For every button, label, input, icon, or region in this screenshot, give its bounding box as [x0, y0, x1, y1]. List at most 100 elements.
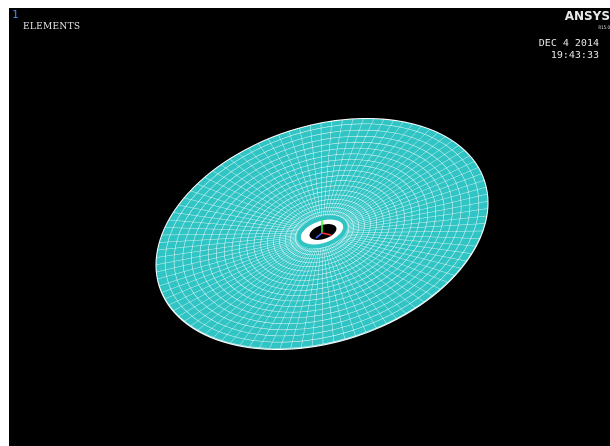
mesh-radial-line	[165, 239, 307, 300]
mesh-radial-line	[337, 166, 479, 227]
mesh-radial-line	[173, 240, 308, 311]
mesh-radial-line	[327, 242, 377, 329]
mesh-radial-line	[329, 241, 397, 319]
mesh-viewport[interactable]	[9, 8, 610, 446]
mesh-radial-line	[213, 243, 312, 338]
mesh-radial-line	[277, 133, 318, 224]
mesh-radial-line	[337, 233, 480, 239]
mesh-radial-line	[321, 244, 324, 345]
mesh-radial-line	[338, 208, 488, 231]
mesh-radial-line	[338, 215, 487, 232]
mesh-radial-line	[336, 234, 472, 254]
window-number: 1	[12, 8, 19, 21]
mesh-radial-line	[328, 241, 387, 324]
mesh-radial-line	[336, 149, 466, 225]
mesh-radial-line	[168, 239, 307, 306]
mesh-radial-line	[329, 120, 405, 222]
mesh-radial-line	[164, 227, 307, 233]
mesh-radial-line	[337, 160, 476, 227]
mesh-radial-line	[157, 237, 306, 280]
mesh-radial-line	[338, 230, 483, 234]
mesh-radial-line	[335, 236, 461, 269]
mesh-radial-line	[335, 144, 460, 225]
mesh-radial-line	[178, 241, 308, 317]
mesh-radial-line	[177, 204, 308, 231]
mesh-radial-line	[249, 244, 315, 347]
mesh-radial-line	[338, 186, 487, 229]
mesh-radial-line	[332, 239, 433, 296]
mesh-radial-line	[197, 242, 310, 331]
ansys-logo: ANSYS	[564, 9, 610, 23]
mesh-radial-line	[156, 236, 306, 273]
mesh-radial-line	[183, 197, 309, 230]
mesh-radial-line	[161, 232, 306, 236]
mesh-radial-line	[290, 244, 320, 349]
coordinate-triad-icon	[315, 220, 332, 239]
mesh-radial-line	[326, 117, 375, 222]
mesh-radial-line	[338, 193, 488, 230]
mesh-radial-line	[230, 243, 314, 344]
mesh-radial-line	[336, 155, 471, 226]
mesh-radial-line	[203, 176, 311, 228]
mesh-radial-line	[338, 179, 485, 228]
mesh-radial-line	[325, 243, 356, 336]
mesh-radial-line	[172, 212, 308, 232]
mesh-radial-line	[329, 119, 395, 222]
mesh-radial-line	[301, 244, 321, 348]
mesh-radial-line	[157, 234, 306, 251]
mesh-radial-line	[324, 243, 345, 340]
mesh-radial-line	[168, 219, 307, 232]
mesh-radial-line	[336, 235, 467, 262]
mesh-radial-line	[331, 125, 423, 223]
mesh-radial-line	[337, 234, 476, 247]
mesh-radial-line	[159, 238, 306, 287]
mesh-radial-line	[189, 190, 309, 230]
mesh-radial-line	[322, 243, 335, 342]
mesh-radial-line	[228, 158, 313, 226]
time-label: 19:43:33	[550, 50, 599, 61]
mesh-radial-line	[325, 117, 365, 222]
graphics-window[interactable]: 1 ELEMENTS ANSYS R15.0 DEC 4 2014 19:43:…	[9, 8, 610, 446]
mesh-radial-line	[247, 147, 315, 225]
mesh-radial-line	[184, 241, 309, 322]
mesh-radial-line	[259, 244, 316, 348]
mesh-radial-line	[333, 131, 439, 224]
mesh-radial-line	[196, 183, 310, 229]
mesh-radial-line	[205, 242, 311, 335]
mesh-radial-line	[309, 124, 322, 223]
mesh-radial-line	[334, 135, 447, 224]
mesh-radial-line	[211, 170, 312, 227]
mesh-radial-line	[288, 130, 319, 223]
mesh-radial-line	[335, 236, 455, 276]
mesh-radial-line	[267, 137, 317, 224]
mesh-radial-line	[332, 239, 425, 303]
mesh-radial-line	[257, 142, 316, 225]
release-label: R15.0	[598, 25, 610, 30]
date-label: DEC 4 2014	[538, 38, 599, 49]
mesh-radial-line	[330, 240, 407, 314]
mesh-radial-line	[156, 235, 306, 258]
mesh-radial-line	[161, 238, 307, 293]
mesh-radial-line	[323, 118, 343, 222]
mesh-radial-line	[337, 173, 483, 228]
mesh-radial-line	[331, 240, 416, 308]
mesh-radial-line	[320, 121, 323, 222]
mesh-radial-line	[333, 238, 441, 290]
mesh-radial-line	[330, 122, 414, 223]
plot-title: ELEMENTS	[23, 22, 81, 32]
mesh-radial-line	[219, 163, 312, 227]
mesh-radial-line	[237, 152, 314, 226]
mesh-radial-line	[328, 118, 385, 222]
center-hole	[309, 224, 337, 240]
element-mesh-lines	[155, 117, 489, 349]
mesh-radial-line	[311, 244, 322, 346]
mesh-radial-line	[332, 128, 431, 223]
mesh-radial-line	[158, 233, 306, 243]
mesh-radial-line	[334, 237, 448, 283]
mesh-radial-line	[299, 126, 320, 223]
mesh-radial-line	[155, 235, 306, 266]
mesh-radial-line	[334, 139, 454, 224]
mesh-radial-line	[239, 244, 315, 346]
mesh-radial-line	[279, 244, 319, 349]
